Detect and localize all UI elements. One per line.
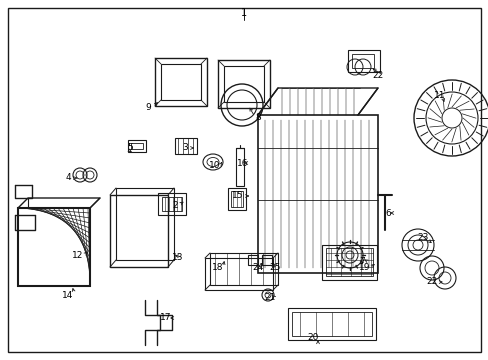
Text: 14: 14 [62,291,74,300]
Bar [155,58,206,106]
Text: 6: 6 [385,208,390,217]
Text: 4: 4 [65,174,71,183]
Text: 24: 24 [252,264,263,273]
Text: 1: 1 [241,8,246,18]
Text: 2: 2 [172,202,178,211]
Bar [230,191,243,207]
Text: 16: 16 [237,158,248,167]
Text: 11: 11 [433,90,445,99]
Bar [325,248,372,276]
Bar [116,188,174,260]
Bar [209,253,278,285]
Text: 13: 13 [172,253,183,262]
Bar [175,138,197,154]
Bar [247,255,258,265]
Text: 12: 12 [72,251,83,260]
Text: 22: 22 [372,71,383,80]
Bar [258,115,377,273]
Bar [162,197,182,211]
Bar [131,143,142,149]
Bar [227,188,245,210]
Bar [18,208,90,286]
Text: 8: 8 [255,113,260,122]
Text: 21: 21 [264,293,275,302]
Bar [321,245,376,280]
Bar [262,255,271,265]
Bar [128,140,146,152]
Bar [158,193,185,215]
Bar [291,312,371,336]
Bar [351,54,373,68]
Bar [18,208,90,286]
Bar [110,195,168,267]
Text: 9: 9 [145,103,151,112]
Text: 3: 3 [182,144,187,153]
Bar [218,60,269,108]
Bar [204,258,272,290]
Text: 22: 22 [426,278,437,287]
Bar [224,66,264,102]
Text: 20: 20 [306,333,318,342]
Bar [236,148,244,186]
Text: 10: 10 [209,162,220,171]
Text: 5: 5 [127,144,133,153]
Text: 25: 25 [269,264,280,273]
Text: 23: 23 [416,233,428,242]
Bar [287,308,375,340]
Text: 17: 17 [160,314,171,323]
Bar [161,64,201,100]
Text: 19: 19 [359,264,370,273]
Text: 18: 18 [212,264,224,273]
Bar [347,50,379,72]
Text: 15: 15 [232,192,243,201]
Text: 7: 7 [358,256,364,266]
